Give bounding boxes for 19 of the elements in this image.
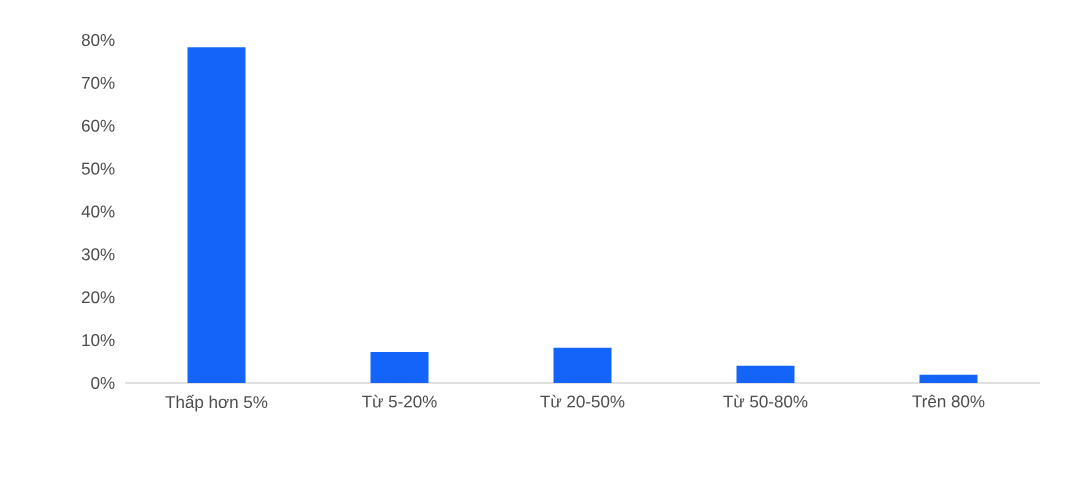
- y-tick-label: 70%: [82, 76, 115, 89]
- x-tick-label: Trên 80%: [912, 394, 985, 408]
- y-tick-label: 60%: [81, 119, 115, 132]
- y-tick-label: 40%: [81, 205, 115, 218]
- y-tick-label: 80%: [81, 33, 115, 47]
- bar: [919, 374, 978, 383]
- bar: [553, 347, 612, 383]
- x-tick-label: Từ 50-80%: [723, 394, 808, 408]
- y-tick-label: 0%: [91, 376, 115, 390]
- x-tick-label: Từ 20-50%: [540, 394, 625, 408]
- x-tick-label: Từ 5-20%: [362, 394, 437, 408]
- bar: [187, 47, 246, 383]
- y-tick-label: 10%: [82, 334, 115, 347]
- x-tick-label: Thấp hơn 5%: [165, 394, 268, 412]
- y-tick-label: 20%: [81, 291, 115, 304]
- bar: [736, 365, 795, 383]
- bar: [370, 352, 429, 383]
- y-tick-label: 30%: [81, 248, 115, 261]
- y-tick-label: 50%: [81, 162, 115, 175]
